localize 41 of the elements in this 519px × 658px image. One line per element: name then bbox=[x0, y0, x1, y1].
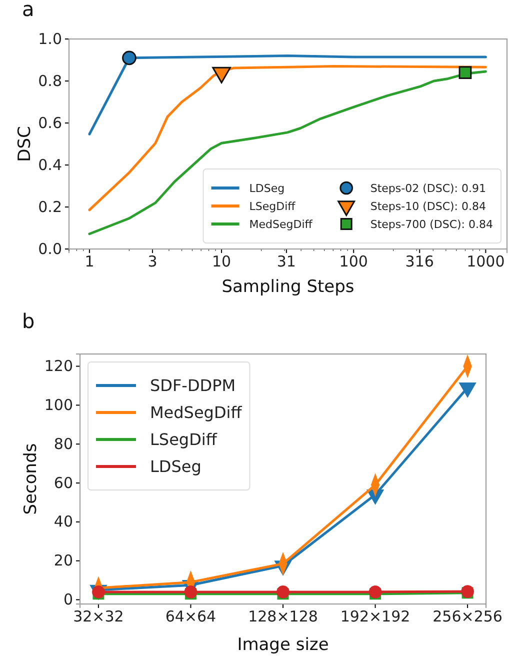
legend-label: Steps-10 (DSC): 0.84 bbox=[370, 200, 486, 213]
x-tick-label: 128×128 bbox=[248, 608, 318, 626]
y-tick-label: 0.8 bbox=[38, 72, 62, 90]
legend-label: Steps-700 (DSC): 0.84 bbox=[370, 218, 493, 231]
legend-label: LSegDiff bbox=[249, 200, 296, 213]
legend-label: LDSeg bbox=[150, 457, 202, 476]
y-tick-label: 120 bbox=[44, 357, 73, 376]
x-tick-label: 1 bbox=[84, 252, 94, 271]
x-tick-label: 100 bbox=[339, 252, 368, 271]
x-tick-label: 64×64 bbox=[165, 608, 216, 626]
legend-label: Steps-02 (DSC): 0.91 bbox=[370, 182, 486, 195]
legend-label: SDF-DDPM bbox=[150, 376, 236, 396]
chart-title: a bbox=[22, 0, 34, 21]
y-axis-title: Seconds bbox=[21, 443, 41, 515]
legend-label: LDSeg bbox=[249, 182, 285, 195]
legend-label: LSegDiff bbox=[150, 430, 218, 450]
y-tick-label: 0.0 bbox=[38, 240, 62, 258]
x-axis-title: Sampling Steps bbox=[222, 277, 354, 297]
y-tick-label: 60 bbox=[54, 474, 73, 492]
x-axis-title: Image size bbox=[237, 635, 329, 655]
x-tick-label: 256×256 bbox=[432, 608, 502, 626]
y-tick-label: 0.6 bbox=[38, 114, 62, 132]
y-tick-label: 80 bbox=[54, 434, 73, 453]
x-tick-label: 10 bbox=[212, 252, 232, 271]
legend-label: MedSegDiff bbox=[150, 403, 243, 422]
chart-title: b bbox=[22, 309, 35, 333]
x-tick-label: 32×32 bbox=[73, 608, 124, 626]
legend-label: MedSegDiff bbox=[249, 218, 313, 231]
x-tick-label: 3 bbox=[148, 252, 158, 271]
x-tick-label: 1000 bbox=[466, 252, 505, 271]
y-tick-label: 100 bbox=[44, 396, 73, 414]
y-tick-label: 0.2 bbox=[38, 198, 62, 216]
y-tick-label: 0.4 bbox=[38, 156, 62, 174]
x-tick-label: 316 bbox=[405, 252, 434, 271]
y-tick-label: 40 bbox=[54, 512, 73, 531]
y-axis-title: DSC bbox=[15, 126, 35, 162]
x-tick-label: 192×192 bbox=[340, 608, 410, 626]
y-tick-label: 0 bbox=[63, 590, 73, 609]
y-tick-label: 1.0 bbox=[38, 30, 62, 48]
x-tick-label: 31 bbox=[276, 252, 296, 271]
y-tick-label: 20 bbox=[54, 552, 73, 570]
